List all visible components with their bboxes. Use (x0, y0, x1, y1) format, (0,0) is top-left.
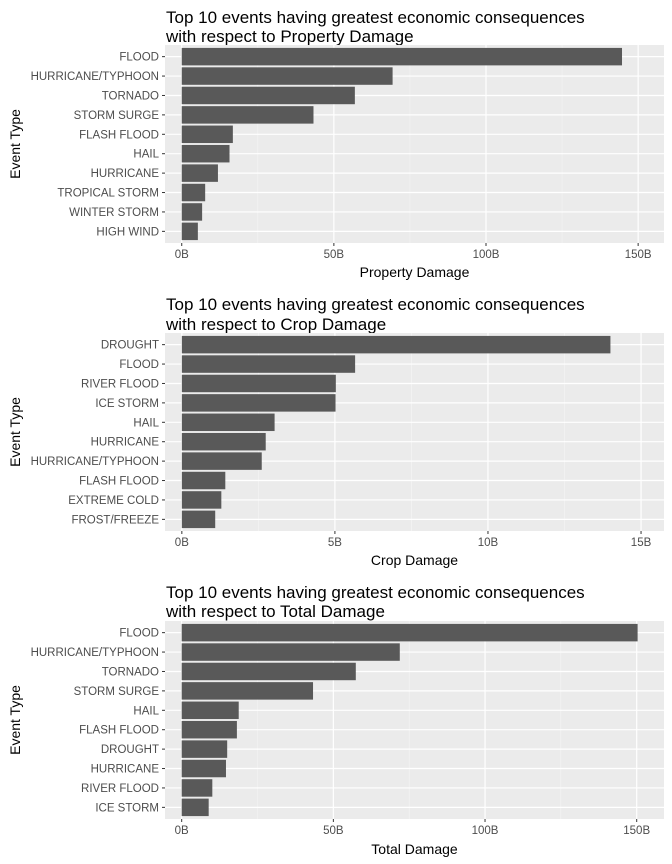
x-tick-label: 150B (625, 249, 652, 261)
y-tick-label: HAIL (133, 705, 159, 717)
y-tick-label: HURRICANE (91, 764, 160, 776)
y-tick-label: EXTREME COLD (68, 495, 159, 507)
y-axis-title: Event Type (7, 685, 23, 755)
bar (181, 86, 355, 105)
x-tick-label: 50B (323, 825, 344, 837)
bar (181, 623, 638, 642)
bar (181, 106, 314, 124)
y-tick-label: FLOOD (119, 628, 159, 640)
y-tick-label: FLOOD (119, 52, 159, 64)
x-tick-label: 0B (175, 537, 189, 549)
x-tick-label: 150B (623, 825, 650, 837)
y-tick-label: DROUGHT (101, 340, 159, 352)
bar (181, 47, 623, 66)
bar (181, 682, 314, 700)
y-tick-label: HURRICANE/TYPHOON (31, 647, 159, 659)
y-axis-title: Event Type (7, 109, 23, 179)
x-tick-label: 50B (324, 249, 345, 261)
x-axis-title: Property Damage (360, 264, 470, 280)
y-tick-label: HURRICANE/TYPHOON (31, 71, 159, 83)
bar (181, 759, 226, 778)
bar (181, 164, 218, 182)
y-tick-label: HURRICANE (91, 168, 160, 180)
x-tick-label: 100B (473, 249, 500, 261)
chart-title-line: with respect to Property Damage (165, 27, 414, 46)
y-axis-title: Event Type (7, 397, 23, 467)
y-tick-label: TROPICAL STORM (57, 188, 159, 200)
bar (181, 798, 209, 817)
y-tick-label: ICE STORM (95, 802, 159, 814)
y-tick-label: FLASH FLOOD (79, 129, 159, 141)
chart-2: Top 10 events having greatest economic c… (7, 295, 664, 568)
x-axis-title: Crop Damage (371, 552, 458, 568)
y-tick-label: FLASH FLOOD (79, 725, 159, 737)
y-tick-label: HURRICANE (91, 437, 160, 449)
chart-3: Top 10 events having greatest economic c… (7, 583, 664, 857)
bar (181, 510, 216, 529)
bar (181, 491, 222, 509)
x-tick-label: 0B (175, 249, 189, 261)
y-tick-label: DROUGHT (101, 744, 159, 756)
y-tick-label: HURRICANE/TYPHOON (31, 456, 159, 468)
chart-1: Top 10 events having greatest economic c… (7, 8, 664, 280)
x-tick-label: 100B (472, 825, 499, 837)
x-tick-label: 5B (328, 537, 342, 549)
y-tick-label: ICE STORM (95, 398, 159, 410)
y-tick-label: STORM SURGE (74, 686, 160, 698)
bar (181, 413, 275, 432)
bar (181, 662, 356, 681)
chart-title-line: with respect to Total Damage (165, 602, 385, 621)
bar (181, 471, 226, 490)
y-tick-label: TORNADO (102, 90, 159, 102)
chart-title-line: Top 10 events having greatest economic c… (166, 583, 585, 602)
y-tick-label: WINTER STORM (69, 207, 159, 219)
y-tick-label: RIVER FLOOD (81, 783, 159, 795)
y-tick-label: HAIL (133, 149, 159, 161)
bar (181, 222, 198, 241)
bar (181, 720, 237, 739)
x-axis-title: Total Damage (371, 841, 458, 857)
bar (181, 183, 206, 202)
x-tick-label: 0B (175, 825, 189, 837)
y-tick-label: FLOOD (119, 359, 159, 371)
y-tick-label: HAIL (133, 417, 159, 429)
y-tick-label: RIVER FLOOD (81, 378, 159, 390)
bar (181, 125, 233, 144)
bar (181, 432, 266, 451)
chart-title-line: with respect to Crop Damage (165, 315, 386, 334)
bar (181, 701, 239, 720)
y-tick-label: STORM SURGE (74, 110, 160, 122)
chart-title-line: Top 10 events having greatest economic c… (166, 295, 585, 314)
x-tick-label: 15B (631, 537, 652, 549)
bar (181, 335, 611, 354)
x-tick-label: 10B (478, 537, 499, 549)
bar (181, 67, 393, 85)
bar (181, 452, 262, 470)
bar (181, 394, 336, 412)
y-tick-label: FROST/FREEZE (71, 514, 159, 526)
bar (181, 355, 356, 373)
bar (181, 740, 228, 758)
bar (181, 374, 336, 393)
bar (181, 144, 230, 163)
bar (181, 779, 213, 797)
chart-title-line: Top 10 events having greatest economic c… (166, 8, 585, 27)
bar (181, 203, 203, 221)
bar (181, 643, 400, 661)
y-tick-label: FLASH FLOOD (79, 476, 159, 488)
y-tick-label: TORNADO (102, 666, 159, 678)
y-tick-label: HIGH WIND (96, 226, 159, 238)
